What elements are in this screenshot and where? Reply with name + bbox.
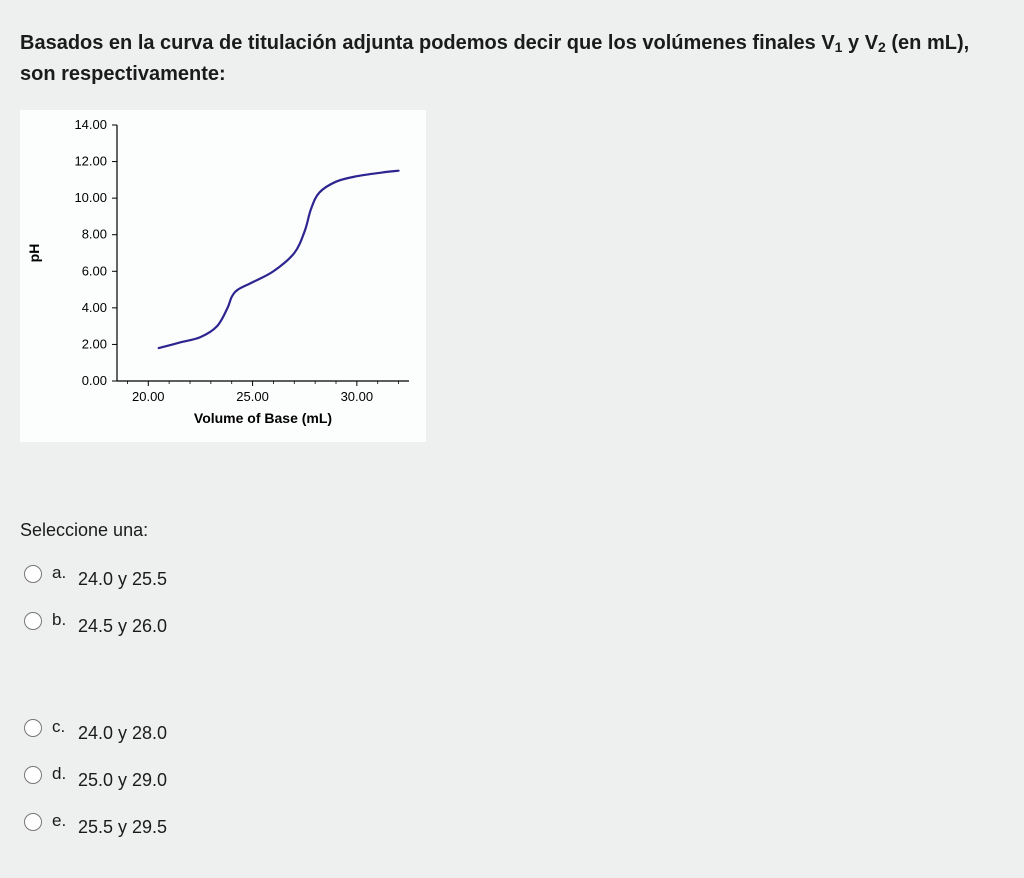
option-row: c.24.0 y 28.0 (20, 715, 1004, 744)
svg-text:4.00: 4.00 (82, 300, 107, 315)
option-letter: b. (52, 608, 78, 630)
option-row: d.25.0 y 29.0 (20, 762, 1004, 791)
question-sub2: 2 (878, 39, 886, 55)
svg-text:12.00: 12.00 (74, 154, 107, 169)
chart-svg: 0.00 2.00 4.00 6.00 8.00 10.00 12.00 14.00 20.00… (21, 111, 425, 441)
svg-text:25.00: 25.00 (236, 389, 269, 404)
option-text: 24.5 y 26.0 (78, 608, 167, 637)
titration-chart: 0.00 2.00 4.00 6.00 8.00 10.00 12.00 14.00 20.00… (20, 110, 426, 442)
option-letter: a. (52, 561, 78, 583)
svg-text:30.00: 30.00 (341, 389, 374, 404)
option-radio[interactable] (24, 766, 42, 784)
question-prefix: Basados en la curva de titulación adjunt… (20, 32, 835, 54)
option-letter: d. (52, 762, 78, 784)
svg-text:14.00: 14.00 (74, 117, 107, 132)
svg-text:0.00: 0.00 (82, 373, 107, 388)
svg-text:20.00: 20.00 (132, 389, 165, 404)
option-row: a.24.0 y 25.5 (20, 561, 1004, 590)
option-text: 25.0 y 29.0 (78, 762, 167, 791)
question-mid: y V (842, 32, 878, 54)
option-radio[interactable] (24, 813, 42, 831)
option-letter: c. (52, 715, 78, 737)
svg-text:6.00: 6.00 (82, 263, 107, 278)
svg-text:8.00: 8.00 (82, 227, 107, 242)
option-letter: e. (52, 809, 78, 831)
svg-text:pH: pH (26, 244, 42, 263)
svg-text:2.00: 2.00 (82, 336, 107, 351)
option-text: 24.0 y 28.0 (78, 715, 167, 744)
option-text: 25.5 y 29.5 (78, 809, 167, 838)
option-radio[interactable] (24, 565, 42, 583)
option-text: 24.0 y 25.5 (78, 561, 167, 590)
option-radio[interactable] (24, 612, 42, 630)
svg-text:10.00: 10.00 (74, 190, 107, 205)
question-text: Basados en la curva de titulación adjunt… (20, 28, 990, 90)
select-prompt: Seleccione una: (20, 520, 1004, 541)
svg-text:Volume of Base (mL): Volume of Base (mL) (194, 410, 332, 426)
options-group: a.24.0 y 25.5b.24.5 y 26.0c.24.0 y 28.0d… (20, 561, 1004, 838)
option-row: e.25.5 y 29.5 (20, 809, 1004, 838)
option-radio[interactable] (24, 719, 42, 737)
option-row: b.24.5 y 26.0 (20, 608, 1004, 637)
